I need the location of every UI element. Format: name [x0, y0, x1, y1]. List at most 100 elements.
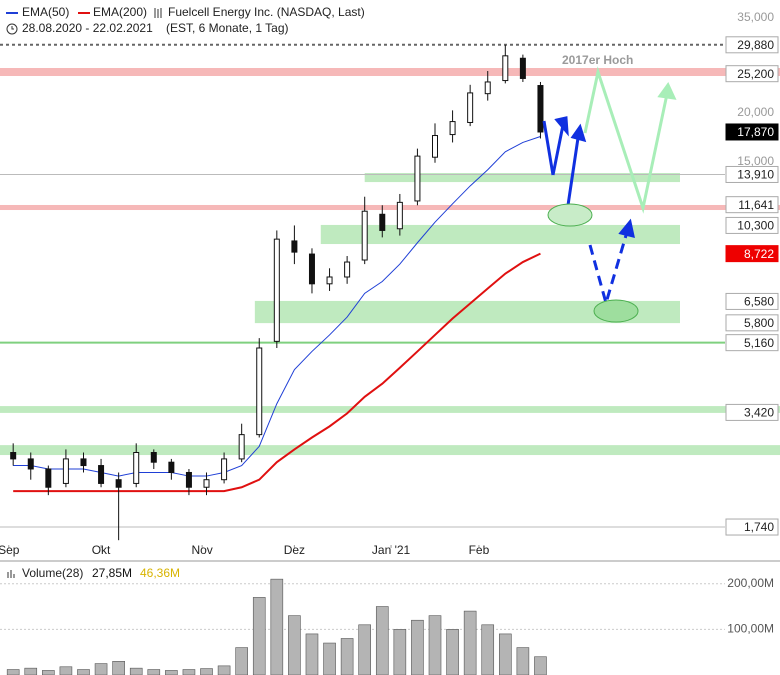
volume-bar	[165, 670, 178, 675]
price-label: 10,300	[737, 219, 774, 233]
zone	[0, 67, 780, 76]
candle-body	[203, 479, 210, 488]
candle-body	[238, 434, 245, 460]
zone	[320, 224, 680, 245]
x-tick-label: Sep	[0, 543, 20, 557]
header: EMA(50) EMA(200) Fuelcell Energy Inc. (N…	[6, 5, 365, 35]
volume-bar	[129, 667, 143, 675]
arrow-head	[618, 218, 635, 239]
price-label: 5,160	[744, 336, 774, 350]
y-tick-label: 200,00M	[727, 576, 774, 590]
candle-body	[10, 452, 17, 460]
volume-icon	[7, 570, 15, 578]
price-label-box	[725, 518, 779, 536]
candle-body	[519, 57, 526, 79]
candle-body	[467, 92, 474, 123]
price-label-box	[725, 292, 779, 310]
volume-bar	[534, 656, 547, 675]
ema200-line	[13, 252, 541, 493]
candle-body	[273, 238, 280, 342]
volume-bar	[499, 633, 512, 675]
price-label-box	[725, 65, 779, 83]
volume-bar	[77, 669, 90, 675]
price-label-box	[725, 334, 779, 352]
candle-body	[379, 213, 386, 231]
volume-bar	[481, 624, 495, 675]
volume-bar	[446, 629, 459, 675]
arrow-head	[570, 123, 587, 143]
candle-body	[449, 121, 456, 136]
dashed-arrow	[588, 231, 629, 309]
volume-bar	[112, 661, 125, 675]
volume-bar	[200, 668, 213, 675]
price-label: 25,200	[737, 67, 774, 81]
volume-bar	[305, 633, 319, 675]
volume-bar	[375, 606, 389, 675]
chart-title: Fuelcell Energy Inc. (NASDAQ, Last)	[168, 5, 365, 19]
x-tick-label: Dez	[284, 543, 305, 557]
y-tick-label: 100,00M	[727, 622, 774, 636]
zone	[0, 406, 780, 413]
candle-body	[361, 210, 368, 261]
price-label-box	[725, 36, 779, 54]
zone	[0, 445, 780, 456]
volume-name: Volume(28)	[22, 566, 83, 580]
price-label: 11,641	[738, 198, 774, 212]
price-label: 29,880	[737, 38, 774, 52]
candle-icon	[154, 8, 162, 18]
zone	[254, 300, 680, 324]
volume-bar	[42, 670, 55, 675]
candle-body	[414, 155, 421, 202]
price-label: 8,722	[744, 247, 774, 261]
volume-bar	[411, 619, 424, 675]
candle-body	[45, 468, 52, 488]
arrow	[551, 124, 565, 176]
volume-bar	[24, 667, 38, 675]
candle-body	[133, 452, 140, 484]
volume-bar	[463, 610, 477, 675]
price-label-box	[725, 123, 779, 141]
volume-bar	[217, 665, 231, 675]
ellipse	[593, 299, 639, 323]
x-tick-label: Jan '21	[372, 543, 411, 557]
clock-icon	[11, 26, 14, 30]
price-label: 5,800	[744, 316, 774, 330]
price-label-box	[725, 165, 779, 183]
volume-bar	[393, 629, 407, 675]
volume-bar	[182, 669, 196, 675]
price-label-box	[725, 196, 779, 214]
date-range: 28.08.2020 - 22.02.2021	[22, 21, 153, 35]
arrow	[542, 120, 555, 176]
candle-body	[326, 276, 333, 285]
x-tick-label: Okt	[92, 543, 111, 557]
candle-body	[432, 135, 438, 158]
legend-label: EMA(200)	[93, 5, 147, 19]
candle-body	[150, 452, 157, 463]
price-label: 6,580	[744, 295, 774, 309]
price-label: 1,740	[744, 520, 774, 534]
candle-body	[98, 465, 105, 484]
arrow-head	[657, 82, 677, 100]
volume-bar	[428, 615, 442, 675]
price-label-box	[725, 403, 779, 421]
zone	[364, 173, 680, 183]
price-label-box	[725, 314, 779, 332]
volume-bar	[323, 642, 336, 675]
volume-bar	[340, 638, 354, 675]
arrow-head	[554, 116, 569, 137]
candle-body	[291, 240, 298, 253]
volume-bar	[252, 597, 266, 675]
volume-avg: 27,85M	[92, 566, 132, 580]
arrow	[583, 66, 669, 214]
price-label: 13,910	[737, 168, 774, 182]
candle-body	[396, 201, 403, 230]
volume-bar	[516, 647, 530, 675]
volume-bar	[270, 578, 284, 675]
candle-body	[80, 458, 87, 467]
candle-body	[484, 81, 491, 95]
price-label: 17,870	[737, 125, 774, 139]
y-tick-label: 20,000	[737, 105, 774, 119]
candle-body	[62, 458, 69, 484]
candle-body	[27, 458, 34, 470]
